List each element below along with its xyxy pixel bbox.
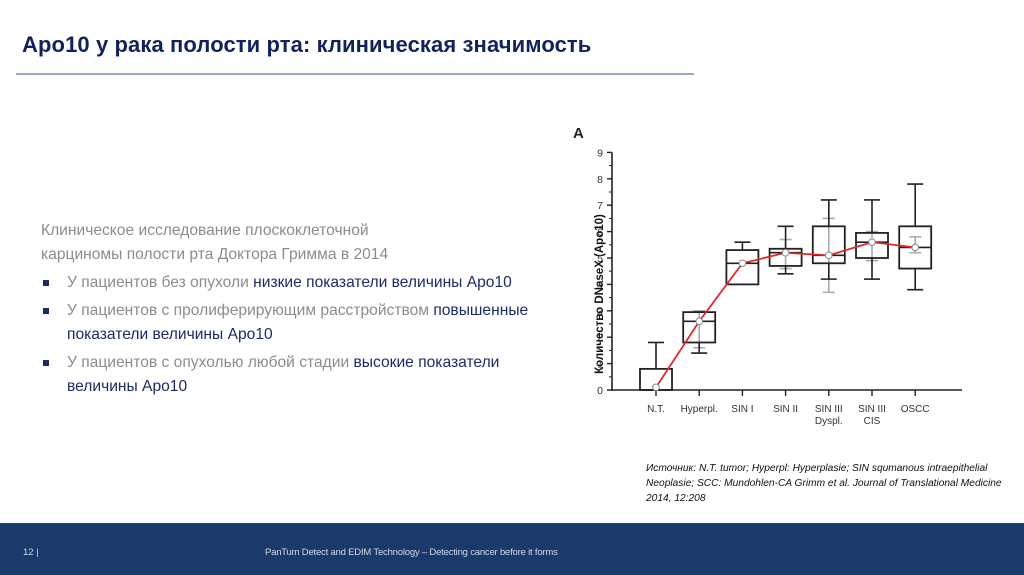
box-iqr (725, 249, 760, 286)
bullet-square-icon (43, 308, 49, 314)
y-tick-label: 1 (597, 359, 603, 371)
mean-marker (825, 251, 833, 260)
mean-marker (695, 317, 703, 326)
intro-text: Клиническое исследование плоскоклеточной… (41, 219, 531, 267)
mean-marker (868, 238, 876, 246)
y-tick-label: 2 (597, 332, 603, 344)
y-tick-label: 8 (597, 174, 603, 186)
y-tick-label: 7 (597, 200, 603, 212)
mean-marker (652, 383, 660, 392)
y-tick-label: 6 (597, 227, 603, 239)
y-tick-label: 5 (597, 253, 603, 265)
bullet-highlight: повышенные показатели величины Apo10 (67, 302, 529, 343)
box-iqr (855, 232, 889, 259)
slide-body: Клиническое исследование плоскоклеточной… (41, 219, 531, 399)
intro-line-2: карциномы полости рта Доктора Гримма в 2… (41, 246, 389, 263)
x-tick-label: N.T. (647, 404, 665, 415)
x-tick-label: SIN II (773, 404, 798, 415)
x-tick-label: Dyspl. (815, 416, 843, 427)
bullet-text: У пациентов без опухоли (67, 274, 254, 291)
x-tick-label: SIN III (815, 404, 843, 415)
x-tick-label: OSCC (901, 404, 930, 415)
x-tick-label: Hyperpl. (681, 404, 718, 415)
bullet-square-icon (43, 280, 49, 286)
y-tick-label: 0 (597, 385, 603, 397)
bullet-item: У пациентов с пролиферирующим расстройст… (41, 299, 531, 347)
chart-panel-label: A (573, 125, 584, 142)
title-divider (16, 73, 694, 75)
bullet-item: У пациентов с опухолью любой стадии высо… (41, 351, 531, 399)
footer-bar: 12 | PanTum Detect and EDIM Technology –… (0, 523, 1024, 575)
y-tick-label: 4 (597, 279, 603, 291)
slide-title: Apo10 у рака полости рта: клиническая зн… (22, 32, 592, 57)
box-iqr (682, 311, 717, 344)
x-tick-label: SIN I (731, 404, 753, 415)
bullet-text: У пациентов с опухолью любой стадии (67, 354, 354, 371)
chart-plot-area: 0 1 2 3 4 5 6 7 8 9 N.T. Hyperpl. SIN I SIN II SIN III… (597, 147, 962, 427)
footer-tagline: PanTum Detect and EDIM Technology – Dete… (265, 547, 558, 558)
box-iqr (811, 225, 846, 265)
mean-marker (911, 243, 920, 252)
bullet-text: У пациентов с пролиферирующим расстройст… (67, 302, 434, 319)
mean-marker (738, 259, 747, 268)
page-number: 12 | (23, 547, 39, 558)
box-plot-chart: A Количество DNaseX (Apo10) 0 1 2 3 4 5 6 7 8 9 N.… (560, 120, 980, 450)
bullet-list: У пациентов без опухоли низкие показател… (41, 271, 531, 399)
source-citation: Источник: N.T. tumor; Hyperpl: Hyperplas… (646, 463, 1002, 504)
bullet-highlight: низкие показатели величины Apo10 (253, 274, 512, 291)
mean-marker (781, 248, 790, 257)
x-tick-label: SIN III (858, 404, 886, 415)
bullet-item: У пациентов без опухоли низкие показател… (41, 271, 531, 295)
bullet-highlight: высокие показатели величины Apo10 (67, 354, 500, 395)
y-tick-label: 9 (597, 147, 603, 159)
bullet-square-icon (43, 360, 49, 366)
intro-line-1: Клиническое исследование плоскоклеточной (41, 222, 369, 239)
x-tick-label: CIS (864, 416, 881, 427)
y-tick-label: 3 (597, 306, 603, 318)
